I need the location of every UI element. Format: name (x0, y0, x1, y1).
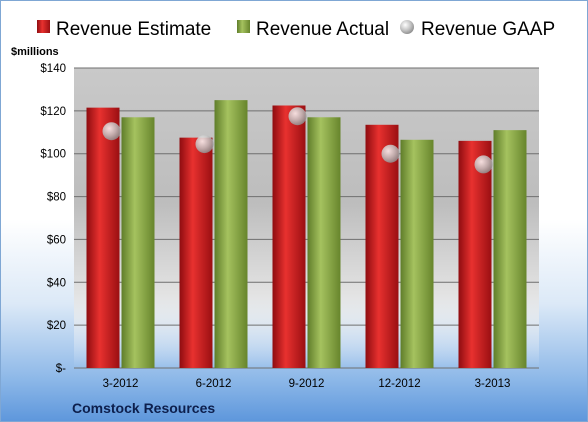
y-axis-ticks: $- $20 $40 $60 $80 $100 $120 $140 (40, 63, 66, 375)
y-tick-label: $60 (47, 234, 66, 246)
bar-revenue-estimate (272, 105, 306, 368)
gaap-markers (102, 107, 493, 174)
marker-revenue-gaap (381, 144, 400, 163)
legend: Revenue Estimate Revenue Actual Revenue … (37, 19, 555, 40)
bar-revenue-actual (400, 139, 434, 368)
x-tick-label: 12-2012 (378, 378, 420, 390)
bar-revenue-estimate (179, 137, 213, 368)
legend-label-revenue-gaap: Revenue GAAP (421, 19, 555, 40)
y-tick-label: $20 (47, 320, 66, 332)
y-tick-label: $80 (47, 192, 66, 204)
bar-revenue-estimate (86, 107, 120, 369)
bar-revenue-actual (214, 100, 248, 369)
legend-label-revenue-estimate: Revenue Estimate (56, 19, 211, 40)
x-axis-ticks: 3-2012 6-2012 9-2012 12-2012 3-2013 (103, 378, 511, 390)
y-axis-unit-label: $millions (11, 46, 59, 58)
bar-revenue-estimate (365, 124, 399, 369)
y-tick-label: $120 (40, 106, 66, 118)
x-tick-label: 3-2012 (103, 378, 139, 390)
y-tick-label: $100 (40, 149, 66, 161)
marker-revenue-gaap (474, 155, 493, 174)
bars (86, 100, 527, 369)
bar-revenue-actual (307, 117, 341, 369)
x-tick-label: 9-2012 (289, 378, 325, 390)
marker-revenue-gaap (195, 135, 214, 154)
bar-revenue-estimate (458, 140, 492, 368)
legend-swatch-revenue-estimate (37, 20, 50, 33)
y-tick-label: $- (56, 363, 66, 375)
marker-revenue-gaap (288, 107, 307, 126)
company-label: Comstock Resources (72, 400, 215, 416)
legend-swatch-revenue-actual (237, 20, 250, 33)
bar-revenue-actual (493, 130, 527, 368)
marker-revenue-gaap (102, 122, 121, 141)
legend-swatch-revenue-gaap (400, 20, 414, 34)
legend-label-revenue-actual: Revenue Actual (256, 19, 389, 40)
x-tick-label: 6-2012 (196, 378, 232, 390)
y-tick-label: $40 (47, 277, 66, 289)
y-tick-label: $140 (40, 63, 66, 75)
bar-revenue-actual (121, 117, 155, 369)
x-tick-label: 3-2013 (475, 378, 511, 390)
